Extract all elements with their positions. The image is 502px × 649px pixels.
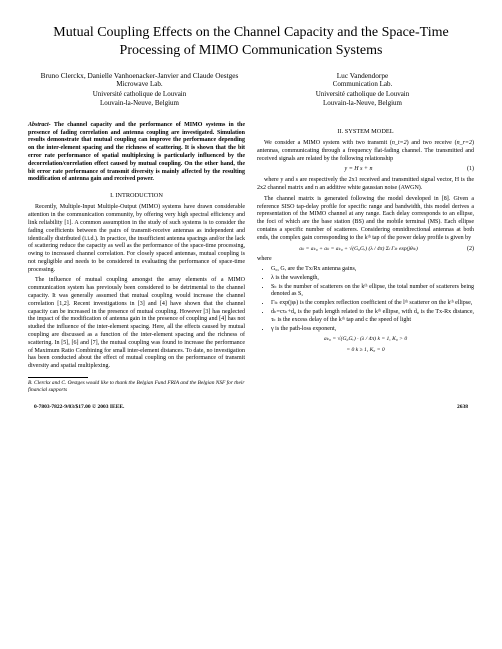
page-footer: 0-7803-7822-9/03/$17.00 © 2003 IEEE. 263… <box>28 404 474 410</box>
right-column: II. SYSTEM MODEL We consider a MIMO syst… <box>257 122 474 394</box>
model-para-3: The channel matrix is generated followin… <box>257 196 474 243</box>
abstract-text: The channel capacity and the performance… <box>28 122 245 183</box>
model-1-mid: ) and two receive ( <box>407 140 457 146</box>
relation-1-body: aₖ₀ = √(G₀Gᵣ) · (λ / 4π) k = 1, K₀ > 0 <box>257 336 474 343</box>
author-univ-left: Université catholique de Louvain <box>28 90 251 99</box>
author-names-right: Luc Vandendorpe <box>251 71 474 80</box>
paper-page: Mutual Coupling Effects on the Channel C… <box>0 0 502 649</box>
author-lab-left: Microwave Lab. <box>28 80 251 89</box>
def-item-4: Γₗₖ exp(jφₗ) is the complex reflection c… <box>271 300 474 308</box>
author-univ-right: Université catholique de Louvain <box>251 90 474 99</box>
author-lab-right: Communication Lab. <box>251 80 474 89</box>
where-label: where <box>257 256 474 264</box>
section-1-title: INTRODUCTION <box>115 192 163 199</box>
footer-page-number: 2638 <box>457 404 468 410</box>
model-1-pre: We consider a MIMO system with two trans… <box>264 140 392 146</box>
def-item-6: γ is the path-loss exponent, <box>271 326 474 334</box>
relation-2-body: = 0 k ≥ 1, K₀ = 0 <box>257 347 474 354</box>
def-item-3: Sₖ is the number of scatterers on the kᵗ… <box>271 284 474 300</box>
author-city-left: Louvain-la-Neuve, Belgium <box>28 99 251 108</box>
abstract-lead: Abstract- <box>28 122 51 128</box>
relation-2: = 0 k ≥ 1, K₀ = 0 <box>257 347 474 354</box>
def-item-1: G₀, Gᵣ are the Tx/Rx antenna gains, <box>271 266 474 274</box>
def-item-5: dₖ=cτₖ+d₀ is the path length related to … <box>271 309 474 325</box>
definition-list: G₀, Gᵣ are the Tx/Rx antenna gains, λ is… <box>257 266 474 333</box>
author-names-left: Bruno Clerckx, Danielle Vanhoenacker-Jan… <box>28 71 251 80</box>
paper-title: Mutual Coupling Effects on the Channel C… <box>28 24 474 59</box>
model-1-nt: n_t=2 <box>392 140 407 146</box>
section-2-title: SYSTEM MODEL <box>345 128 394 135</box>
intro-para-1: Recently, Multiple-Input Multiple-Output… <box>28 204 245 274</box>
footer-copyright: 0-7803-7822-9/03/$17.00 © 2003 IEEE. <box>34 404 124 410</box>
authors-row: Bruno Clerckx, Danielle Vanhoenacker-Jan… <box>28 71 474 108</box>
relation-1: aₖ₀ = √(G₀Gᵣ) · (λ / 4π) k = 1, K₀ > 0 <box>257 336 474 343</box>
footnote-rule <box>28 377 88 378</box>
author-city-right: Louvain-la-Neuve, Belgium <box>251 99 474 108</box>
model-para-2: where y and s are respectively the 2x1 r… <box>257 177 474 193</box>
model-1-nr: n_r=2 <box>457 140 472 146</box>
author-block-left: Bruno Clerckx, Danielle Vanhoenacker-Jan… <box>28 71 251 108</box>
equation-2-number: (2) <box>460 246 474 254</box>
footnote: B. Clerckx and C. Oestges would like to … <box>28 380 245 394</box>
model-para-1: We consider a MIMO system with two trans… <box>257 140 474 163</box>
author-block-right: Luc Vandendorpe Communication Lab. Unive… <box>251 71 474 108</box>
equation-1: y = H s + n (1) <box>257 166 474 174</box>
intro-para-2: The influence of mutual coupling amongst… <box>28 277 245 371</box>
abstract: Abstract- The channel capacity and the p… <box>28 122 245 184</box>
section-1-num: I. <box>110 192 114 199</box>
section-1-heading: I. INTRODUCTION <box>28 192 245 200</box>
def-item-2: λ is the wavelength, <box>271 275 474 283</box>
equation-1-number: (1) <box>460 166 474 174</box>
equation-1-body: y = H s + n <box>257 166 460 174</box>
section-2-num: II. <box>337 128 343 135</box>
two-column-body: Abstract- The channel capacity and the p… <box>28 122 474 394</box>
section-2-heading: II. SYSTEM MODEL <box>257 128 474 136</box>
equation-2: aₖ = aₖ₀ + aₖ = aₖ₀ + √(G₀Gᵣ) (λ / 4π) Σ… <box>257 246 474 254</box>
left-column: Abstract- The channel capacity and the p… <box>28 122 245 394</box>
equation-2-body: aₖ = aₖ₀ + aₖ = aₖ₀ + √(G₀Gᵣ) (λ / 4π) Σ… <box>257 246 460 253</box>
